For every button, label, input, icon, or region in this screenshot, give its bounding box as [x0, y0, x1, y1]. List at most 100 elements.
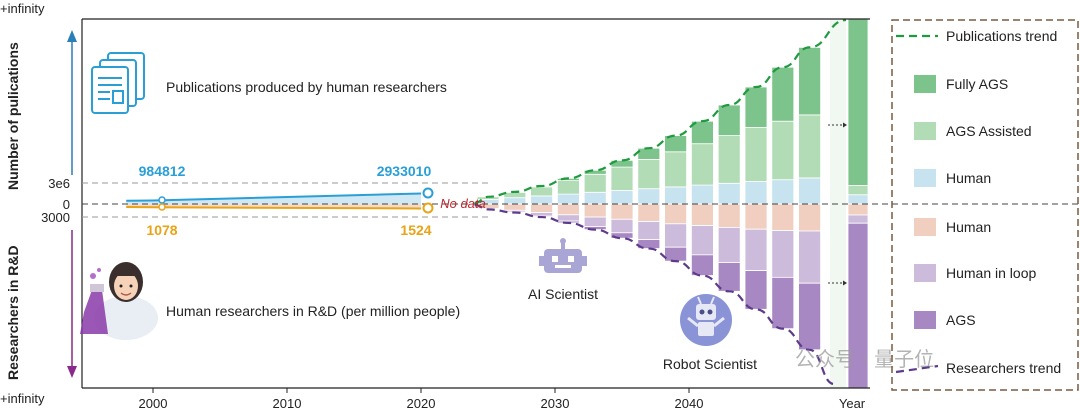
ai-scientist-label: AI Scientist [528, 286, 598, 302]
ai-scientist-icon [539, 238, 587, 273]
bar-res-ags-2049 [798, 282, 821, 351]
bar-pub-human-2043 [717, 182, 741, 205]
res-arrow-head [67, 366, 77, 378]
bar-res-human_in_loop-2035 [610, 218, 634, 234]
bar-res-human_in_loop-2033 [583, 216, 607, 227]
res-human-label: Human researchers in R&D (per million pe… [166, 303, 460, 319]
publications-trend-line [474, 18, 847, 205]
final-pub-ags_assisted [847, 185, 869, 196]
tick-pub: 3e6 [48, 176, 70, 191]
bar-pub-human-2027 [503, 197, 527, 205]
bar-res-human-2047 [771, 203, 795, 231]
bar-pub-fully_ags-2033 [583, 169, 607, 175]
bar-res-human-2045 [744, 203, 768, 230]
final-pub-fully_ags [847, 18, 869, 186]
historical-publications-line [126, 192, 422, 202]
pub-2000-value: 984812 [139, 163, 186, 179]
bar-res-human-2027 [503, 203, 527, 211]
bar-res-human-2039 [664, 203, 687, 225]
watermark: 公众号 · 量子位 [795, 347, 934, 371]
bar-pub-ags_assisted-2037 [637, 159, 661, 190]
bar-pub-ags_assisted-2045 [744, 127, 768, 182]
bar-res-ags-2041 [691, 254, 714, 276]
final-arrowhead-1 [843, 280, 847, 286]
bar-pub-human-2041 [691, 184, 714, 205]
bar-pub-ags_assisted-2027 [503, 191, 527, 199]
researchers-trend-line [474, 203, 835, 386]
bar-pub-fully_ags-2043 [717, 104, 741, 137]
bar-res-human-2049 [798, 203, 821, 232]
bar-res-ags-2043 [717, 262, 741, 292]
legend-fully-ags-swatch [914, 75, 936, 93]
x-ticks: 2000 2010 2020 2030 2040 [139, 388, 704, 411]
bar-res-ags-2045 [744, 270, 768, 310]
bar-res-human-2037 [637, 203, 661, 222]
bar-res-human_in_loop-2047 [771, 230, 795, 278]
legend-pub-trend: Publications trend [946, 28, 1057, 44]
x-tick-label-2020: 2020 [407, 396, 436, 411]
bar-pub-human-2033 [583, 191, 607, 205]
bar-pub-ags_assisted-2043 [717, 135, 741, 184]
pub-human-label: Publications produced by human researche… [166, 79, 447, 95]
final-res-human_in_loop [847, 214, 869, 224]
legend-fully-ags: Fully AGS [946, 76, 1008, 92]
bar-res-ags-2047 [771, 276, 795, 330]
pub-2020-marker [422, 187, 434, 199]
bar-res-human-2043 [717, 203, 741, 228]
researchers-bars [476, 203, 821, 351]
bar-res-human-2031 [557, 203, 580, 216]
bar-pub-ags_assisted-2035 [610, 166, 634, 191]
bar-pub-fully_ags-2037 [637, 147, 661, 160]
final-pub-human [847, 194, 869, 205]
bar-res-ags-2039 [664, 246, 687, 262]
bar-pub-fully_ags-2039 [664, 135, 687, 153]
bar-pub-human-2037 [637, 188, 661, 205]
scientist-icon [80, 262, 158, 340]
res-2020-marker [422, 202, 434, 214]
bar-pub-human-2047 [771, 179, 795, 205]
bar-pub-human-2045 [744, 181, 768, 205]
infinity-column [812, 18, 869, 389]
bar-pub-fully_ags-2049 [798, 47, 821, 116]
legend-human-pub: Human [946, 170, 991, 186]
legend-human-res-swatch [914, 218, 936, 236]
bar-pub-fully_ags-2045 [744, 86, 768, 128]
no-data-label: No data [440, 196, 486, 211]
bar-res-ags-2035 [610, 232, 634, 239]
bar-pub-fully_ags-2047 [771, 66, 795, 122]
bar-res-human-2033 [583, 203, 607, 218]
final-arrowhead-0 [843, 122, 847, 128]
bar-res-human-2029 [530, 203, 553, 213]
pub-2020-value: 2933010 [377, 163, 432, 179]
bar-res-human_in_loop-2031 [557, 214, 580, 222]
document-icon [91, 52, 145, 114]
bottom-infinity-label: +infinity [0, 391, 45, 406]
bar-pub-ags_assisted-2049 [798, 114, 821, 179]
bar-pub-ags_assisted-2033 [583, 173, 607, 193]
bar-pub-ags_assisted-2041 [691, 143, 714, 186]
legend-ags-swatch [914, 311, 936, 329]
res-2000-marker [158, 203, 166, 211]
legend-human-pub-swatch [914, 169, 936, 187]
x-tick-label-2040: 2040 [675, 396, 704, 411]
tick-res: 3000 [41, 210, 70, 225]
bar-res-human_in_loop-2037 [637, 221, 661, 240]
bar-pub-ags_assisted-2039 [664, 151, 687, 188]
bar-res-human_in_loop-2043 [717, 226, 741, 263]
legend-ags: AGS [946, 312, 976, 328]
bar-res-human-2035 [610, 203, 634, 220]
pub-axis-title: Number of pulications [5, 42, 21, 190]
bar-pub-ags_assisted-2031 [557, 180, 580, 195]
bar-pub-human-2031 [557, 193, 580, 205]
bar-res-human_in_loop-2029 [530, 212, 553, 217]
publications-bars [476, 47, 821, 205]
legend-human-in-loop: Human in loop [946, 265, 1036, 281]
bar-pub-human-2035 [610, 190, 634, 205]
legend-human-res: Human [946, 219, 991, 235]
legend-res-trend-swatch [895, 364, 939, 374]
bar-res-human_in_loop-2041 [691, 225, 714, 256]
pub-2000-marker [158, 196, 166, 204]
top-infinity-label: +infinity [0, 1, 45, 16]
legend-res-trend: Researchers trend [946, 360, 1061, 376]
